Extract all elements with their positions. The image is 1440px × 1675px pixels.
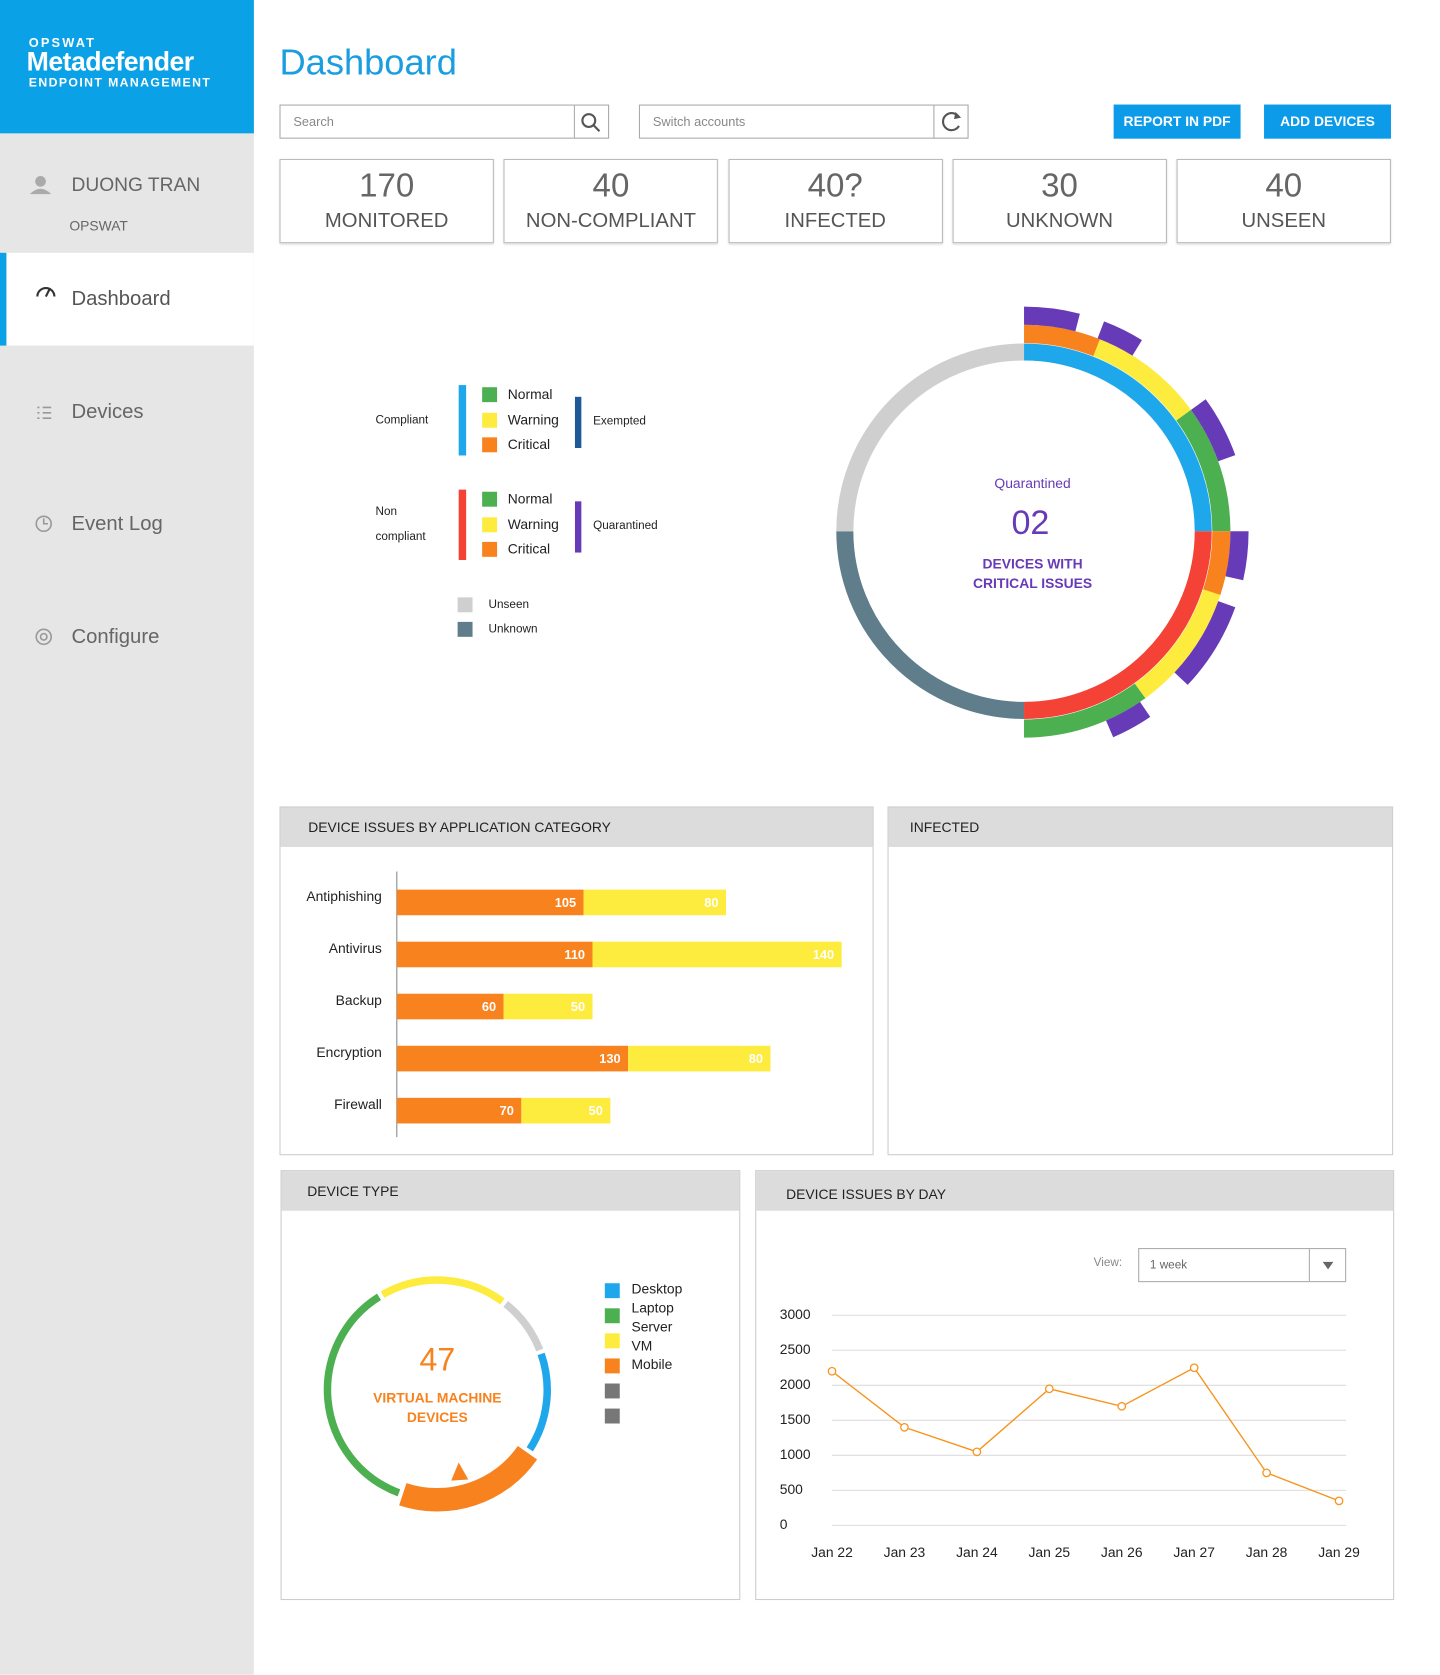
- accounts-box[interactable]: Switch accounts: [638, 104, 969, 139]
- page-title: Dashboard: [279, 42, 457, 84]
- legend-label: Unseen: [488, 598, 529, 612]
- view-select[interactable]: 1 week: [1138, 1248, 1347, 1283]
- device-type-panel: DEVICE TYPE: [280, 1170, 741, 1601]
- tagline: ENDPOINT MANAGEMENT: [28, 76, 212, 90]
- center-caption: VIRTUAL MACHINE DEVICES: [373, 1389, 502, 1426]
- infected-panel: INFECTED: [887, 806, 1394, 1156]
- legend-group-name: Compliant: [375, 413, 429, 427]
- select-divider: [1308, 1249, 1310, 1282]
- panel-title: DEVICE ISSUES BY DAY: [756, 1171, 1394, 1211]
- ring-segment: [1203, 531, 1231, 595]
- legend-swatch: [482, 412, 498, 428]
- center-caption: DEVICES WITH CRITICAL ISSUES: [972, 555, 1093, 591]
- legend-label: Normal: [507, 490, 553, 507]
- stat-label: UNSEEN: [1241, 210, 1327, 233]
- flag-arc: [1097, 321, 1142, 356]
- stat-card: 30 UNKNOWN: [952, 158, 1167, 244]
- app-issues-panel: DEVICE ISSUES BY APPLICATION CATEGORY: [279, 806, 874, 1156]
- legend-swatch: [482, 437, 498, 453]
- stat-value: 170: [359, 166, 415, 204]
- ring-segment: [1093, 339, 1192, 421]
- stat-value: 40: [592, 166, 630, 204]
- legend-label: Critical: [507, 436, 551, 453]
- sidebar: [0, 0, 254, 1675]
- legend-flag-bar: [574, 396, 582, 449]
- issues-by-day-panel: DEVICE ISSUES BY DAY: [755, 1170, 1395, 1601]
- legend-bar: [458, 385, 467, 456]
- legend-bar: [458, 489, 467, 561]
- stat-label: MONITORED: [324, 210, 449, 233]
- stat-value: 30: [1041, 166, 1078, 204]
- legend-swatch: [457, 597, 473, 613]
- flag-arc: [1174, 600, 1236, 685]
- legend-label: Critical: [507, 540, 551, 557]
- product: Metadefender: [26, 46, 195, 77]
- legend-swatch: [482, 541, 498, 557]
- company: OPSWAT: [28, 35, 97, 51]
- stat-value: 40?: [807, 166, 863, 204]
- ring-segment: [1024, 343, 1212, 532]
- legend-swatch: [482, 516, 498, 532]
- view-label: View:: [1093, 1256, 1123, 1270]
- legend-label: Warning: [507, 515, 559, 532]
- legend-group: Compliant: [375, 385, 443, 455]
- nav-item[interactable]: Dashboard: [0, 252, 254, 346]
- panel-title: DEVICE ISSUES BY APPLICATION CATEGORY: [280, 807, 873, 847]
- flag-arc: [1105, 701, 1151, 738]
- refresh-button[interactable]: [933, 104, 969, 139]
- ring-segment: [1134, 589, 1221, 699]
- ring-segment: [836, 343, 1025, 532]
- stat-label: UNKNOWN: [1006, 210, 1113, 233]
- legend-swatch: [457, 621, 473, 637]
- user-name: DUONG TRAN: [71, 173, 201, 196]
- search-placeholder: Search: [293, 114, 334, 130]
- legend-label: Warning: [507, 411, 559, 428]
- accounts-placeholder: Switch accounts: [652, 114, 746, 130]
- legend-flag: Exempted: [593, 414, 646, 428]
- stat-card: 40 NON-COMPLIANT: [503, 158, 719, 244]
- nav-item[interactable]: Devices: [71, 401, 144, 424]
- report-button[interactable]: REPORT IN PDF: [1113, 104, 1241, 139]
- center-label: Quarantined: [994, 475, 1070, 491]
- legend-group: Non compliant: [375, 490, 443, 560]
- stat-card: 40 UNSEEN: [1176, 158, 1391, 244]
- legend-swatch: [482, 491, 498, 507]
- legend-group-name: Non compliant: [375, 505, 426, 543]
- stat-label: INFECTED: [784, 210, 886, 233]
- stat-value: 40: [1265, 166, 1303, 204]
- view-value: 1 week: [1149, 1258, 1188, 1272]
- legend-swatch: [482, 387, 498, 403]
- panel-title: DEVICE TYPE: [281, 1171, 740, 1211]
- ring-segment: [1023, 683, 1146, 738]
- add-devices-button[interactable]: ADD DEVICES: [1264, 104, 1391, 139]
- stat-card: 40? INFECTED: [728, 158, 943, 244]
- search-button[interactable]: [573, 104, 610, 139]
- panel-title: INFECTED: [888, 807, 1393, 847]
- stat-label: NON-COMPLIANT: [525, 210, 696, 233]
- nav-item[interactable]: Configure: [71, 626, 160, 649]
- stat-card: 170 MONITORED: [279, 158, 494, 244]
- logo: OPSWAT Metadefender ENDPOINT MANAGEMENT: [0, 0, 254, 134]
- search-box[interactable]: Search: [279, 104, 610, 139]
- ring-segment: [1176, 409, 1231, 532]
- legend-flag-bar: [574, 501, 582, 553]
- flag-arc: [1190, 399, 1236, 462]
- legend-flag: Quarantined: [593, 519, 658, 533]
- nav-item[interactable]: Event Log: [71, 513, 163, 536]
- user-org: OPSWAT: [69, 217, 128, 234]
- flag-arc: [1023, 306, 1080, 332]
- legend-label: Normal: [507, 386, 553, 403]
- center-value: 02: [1011, 504, 1049, 542]
- flag-arc: [1225, 531, 1249, 581]
- ring-segment: [1023, 324, 1101, 357]
- legend-label: Unknown: [488, 622, 538, 636]
